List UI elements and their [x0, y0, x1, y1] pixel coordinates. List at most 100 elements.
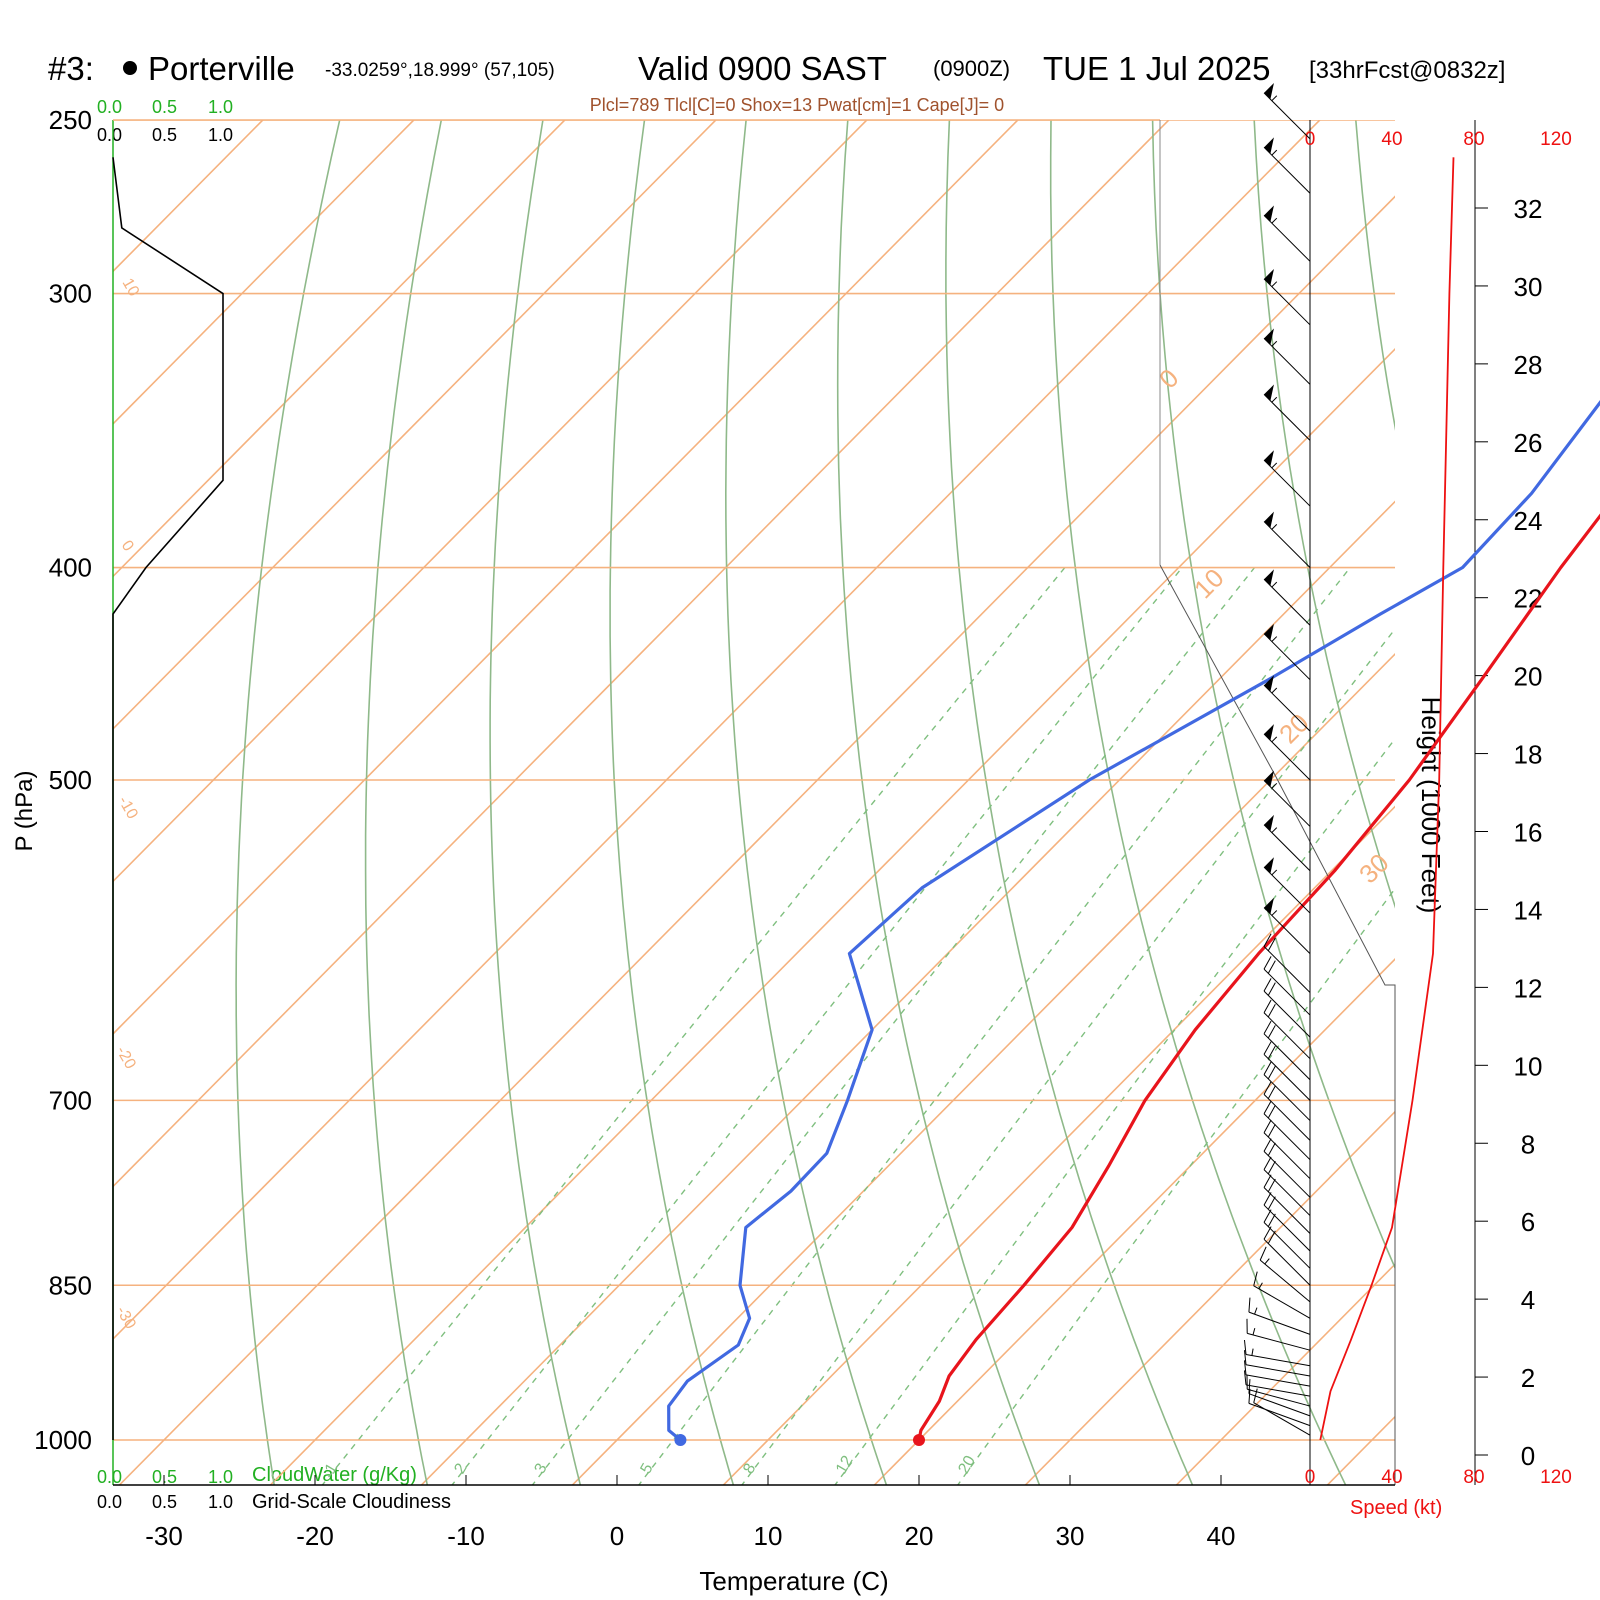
wind-barb [1263, 814, 1311, 872]
wind-profile [1243, 82, 1311, 1436]
dry-adiabat-line [235, 120, 341, 1485]
pressure-tick-label: 850 [49, 1270, 92, 1300]
wind-barb [1263, 1041, 1311, 1101]
wind-barb [1263, 978, 1311, 1038]
height-tick-label: 20 [1514, 662, 1543, 692]
wind-barb [1263, 205, 1311, 262]
height-tick-label: 30 [1514, 272, 1543, 302]
height-tick-label: 10 [1514, 1051, 1543, 1081]
wind-barb [1263, 1226, 1311, 1286]
wind-barb [1263, 1138, 1311, 1198]
wind-barb [1263, 384, 1311, 441]
sounding-profiles [112, 157, 1600, 1446]
dry-adiabat-line [609, 120, 735, 1485]
valid-date: TUE 1 Jul 2025 [1043, 50, 1270, 87]
cloudiness-bottom-tick-1: 0.5 [152, 1492, 177, 1512]
pressure-tick-label: 300 [49, 279, 92, 309]
isotherm-line [1326, 1415, 1395, 1485]
wind-barb [1263, 999, 1311, 1060]
cloudiness-bottom-tick-0: 0.0 [97, 1492, 122, 1512]
background-lines: 1 2 3 5 8 12 20 [113, 120, 1395, 1485]
forecast-info: [33hrFcst@0832z] [1309, 57, 1505, 84]
mixing-ratio-label: 3 [531, 1461, 550, 1477]
cloud-top-scale: 0.0 0.5 1.0 0.0 0.5 1.0 [97, 97, 233, 145]
temperature-line [917, 513, 1600, 1441]
dry-adiabat-line [1151, 120, 1395, 1270]
height-tick-label: 28 [1514, 350, 1543, 380]
dry-adiabat-line [724, 120, 888, 1485]
isotherm-line [1024, 1110, 1395, 1485]
pressure-tick-label: 400 [49, 553, 92, 583]
mixing-ratio-line [637, 567, 1351, 1485]
cloudwater-bottom-tick-2: 1.0 [208, 1467, 233, 1487]
height-tick-label: 24 [1514, 506, 1543, 536]
wind-barb [1263, 1192, 1311, 1252]
cloudiness-top-tick-0: 0.0 [97, 125, 122, 145]
speed-bottom-tick-label: 40 [1381, 1467, 1402, 1488]
dewpoint-surface-point [674, 1434, 687, 1446]
wind-barb [1263, 328, 1311, 385]
wind-barb [1243, 1360, 1311, 1387]
cloudwater-label: CloudWater (g/Kg) [252, 1464, 417, 1486]
isotherm-label: -30 [113, 1304, 139, 1333]
dry-adiabat-line [945, 120, 1194, 1485]
wind-barb [1243, 1350, 1311, 1377]
x-tick-label: -30 [145, 1521, 183, 1551]
speed-bottom-tick-label: 80 [1463, 1467, 1484, 1488]
x-axis-label: Temperature (C) [699, 1566, 888, 1596]
isotherm-label: -20 [113, 1044, 139, 1073]
x-tick-label: 20 [905, 1521, 934, 1551]
stability-indices: Plcl=789 Tlcl[C]=0 Shox=13 Pwat[cm]=1 Ca… [590, 95, 1004, 115]
height-tick-label: 0 [1521, 1441, 1535, 1471]
wind-barb [1243, 1370, 1311, 1397]
speed-top-tick-label: 80 [1463, 129, 1484, 150]
isotherm-line [113, 120, 868, 883]
station-name: Porterville [148, 50, 295, 87]
wind-barb [1263, 82, 1311, 140]
cloudwater-top-tick-0: 0.0 [97, 97, 122, 117]
isotherm-line [873, 958, 1395, 1485]
mixing-ratio-line [451, 567, 1183, 1485]
wind-barb [1263, 511, 1311, 568]
isotherm-line [113, 120, 566, 578]
wind-barb [1263, 1020, 1311, 1081]
wind-barb [1248, 1379, 1311, 1417]
valid-time: Valid 0900 SAST [638, 50, 887, 87]
wind-barb [1263, 1156, 1311, 1216]
speed-axis-label: Speed (kt) [1350, 1497, 1442, 1519]
wind-barb [1248, 1297, 1311, 1335]
wind-barb [1263, 268, 1311, 326]
x-tick-label: -10 [447, 1521, 485, 1551]
x-tick-label: 0 [610, 1521, 624, 1551]
isotherm-line [118, 195, 1395, 1485]
height-tick-label: 18 [1514, 740, 1543, 770]
isotherm-line [269, 347, 1395, 1485]
isotherm-line [113, 120, 415, 425]
pressure-tick-label: 500 [49, 765, 92, 795]
cloud-bottom-scale: 0.0 0.5 1.0 CloudWater (g/Kg) 0.0 0.5 1.… [97, 1464, 451, 1513]
axis-ticks: -30 -20 -10 0 10 20 30 402503004005007008501000… [34, 105, 1572, 1551]
isotherm-label: 20 [1273, 708, 1315, 750]
wind-barb [1263, 675, 1311, 732]
dry-adiabat-line [1253, 120, 1395, 909]
isotherm-line [113, 120, 1321, 1341]
speed-top-tick-label: 120 [1540, 129, 1572, 150]
cloudiness-top-tick-2: 1.0 [208, 125, 233, 145]
wind-barb [1253, 1271, 1311, 1319]
wind-barb [1246, 1374, 1311, 1407]
height-tick-label: 8 [1521, 1129, 1535, 1159]
wind-barb [1263, 770, 1311, 827]
pressure-tick-label: 700 [49, 1085, 92, 1115]
isotherm-label: 10 [1188, 563, 1230, 605]
wind-barb [1263, 1209, 1311, 1269]
isotherm-label: 0 [1153, 363, 1184, 394]
zulu-time: (0900Z) [933, 56, 1010, 81]
isotherm-line [571, 653, 1395, 1485]
x-tick-label: 40 [1207, 1521, 1236, 1551]
station-id: #3: [48, 50, 94, 87]
wind-barb [1263, 137, 1311, 194]
wind-barb [1263, 1081, 1311, 1141]
wind-barb [1253, 1388, 1311, 1436]
